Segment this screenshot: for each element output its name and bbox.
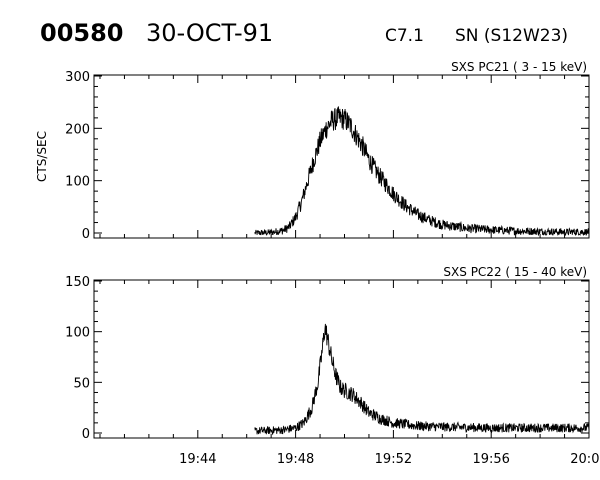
y-tick-label: 150 bbox=[65, 275, 90, 290]
y-tick-label: 0 bbox=[82, 427, 90, 442]
y-axis-label: CTS/SEC bbox=[35, 131, 49, 182]
panel-title: SXS PC21 ( 3 - 15 keV) bbox=[451, 60, 587, 74]
y-tick-label: 50 bbox=[73, 376, 90, 391]
plot-frame bbox=[93, 279, 590, 439]
x-tick-label: 19:52 bbox=[375, 452, 412, 467]
series-line bbox=[254, 106, 590, 237]
series-line bbox=[254, 323, 590, 436]
y-tick-label: 100 bbox=[65, 326, 90, 341]
y-tick-label: 100 bbox=[65, 175, 90, 190]
x-tick-label: 20:00 bbox=[570, 452, 600, 467]
panel-pc22: SXS PC22 ( 15 - 40 keV) 0 50 100 150 19:44 19:… bbox=[65, 265, 600, 467]
y-tick-label: 300 bbox=[65, 70, 90, 85]
y-tick-label: 0 bbox=[82, 227, 90, 242]
event-id: 00580 bbox=[40, 19, 124, 47]
plot-frame bbox=[93, 74, 590, 239]
panel-title: SXS PC22 ( 15 - 40 keV) bbox=[443, 265, 587, 279]
event-date: 30-OCT-91 bbox=[146, 19, 273, 47]
x-tick-label: 19:56 bbox=[472, 452, 509, 467]
goes-class: C7.1 bbox=[385, 26, 424, 46]
flare-location: SN (S12W23) bbox=[455, 26, 568, 46]
panel-pc21: SXS PC21 ( 3 - 15 keV) CTS/SEC 0 100 200 300 bbox=[35, 60, 590, 242]
x-tick-label: 19:44 bbox=[179, 452, 216, 467]
y-tick-label: 200 bbox=[65, 122, 90, 137]
x-tick-label: 19:48 bbox=[277, 452, 314, 467]
